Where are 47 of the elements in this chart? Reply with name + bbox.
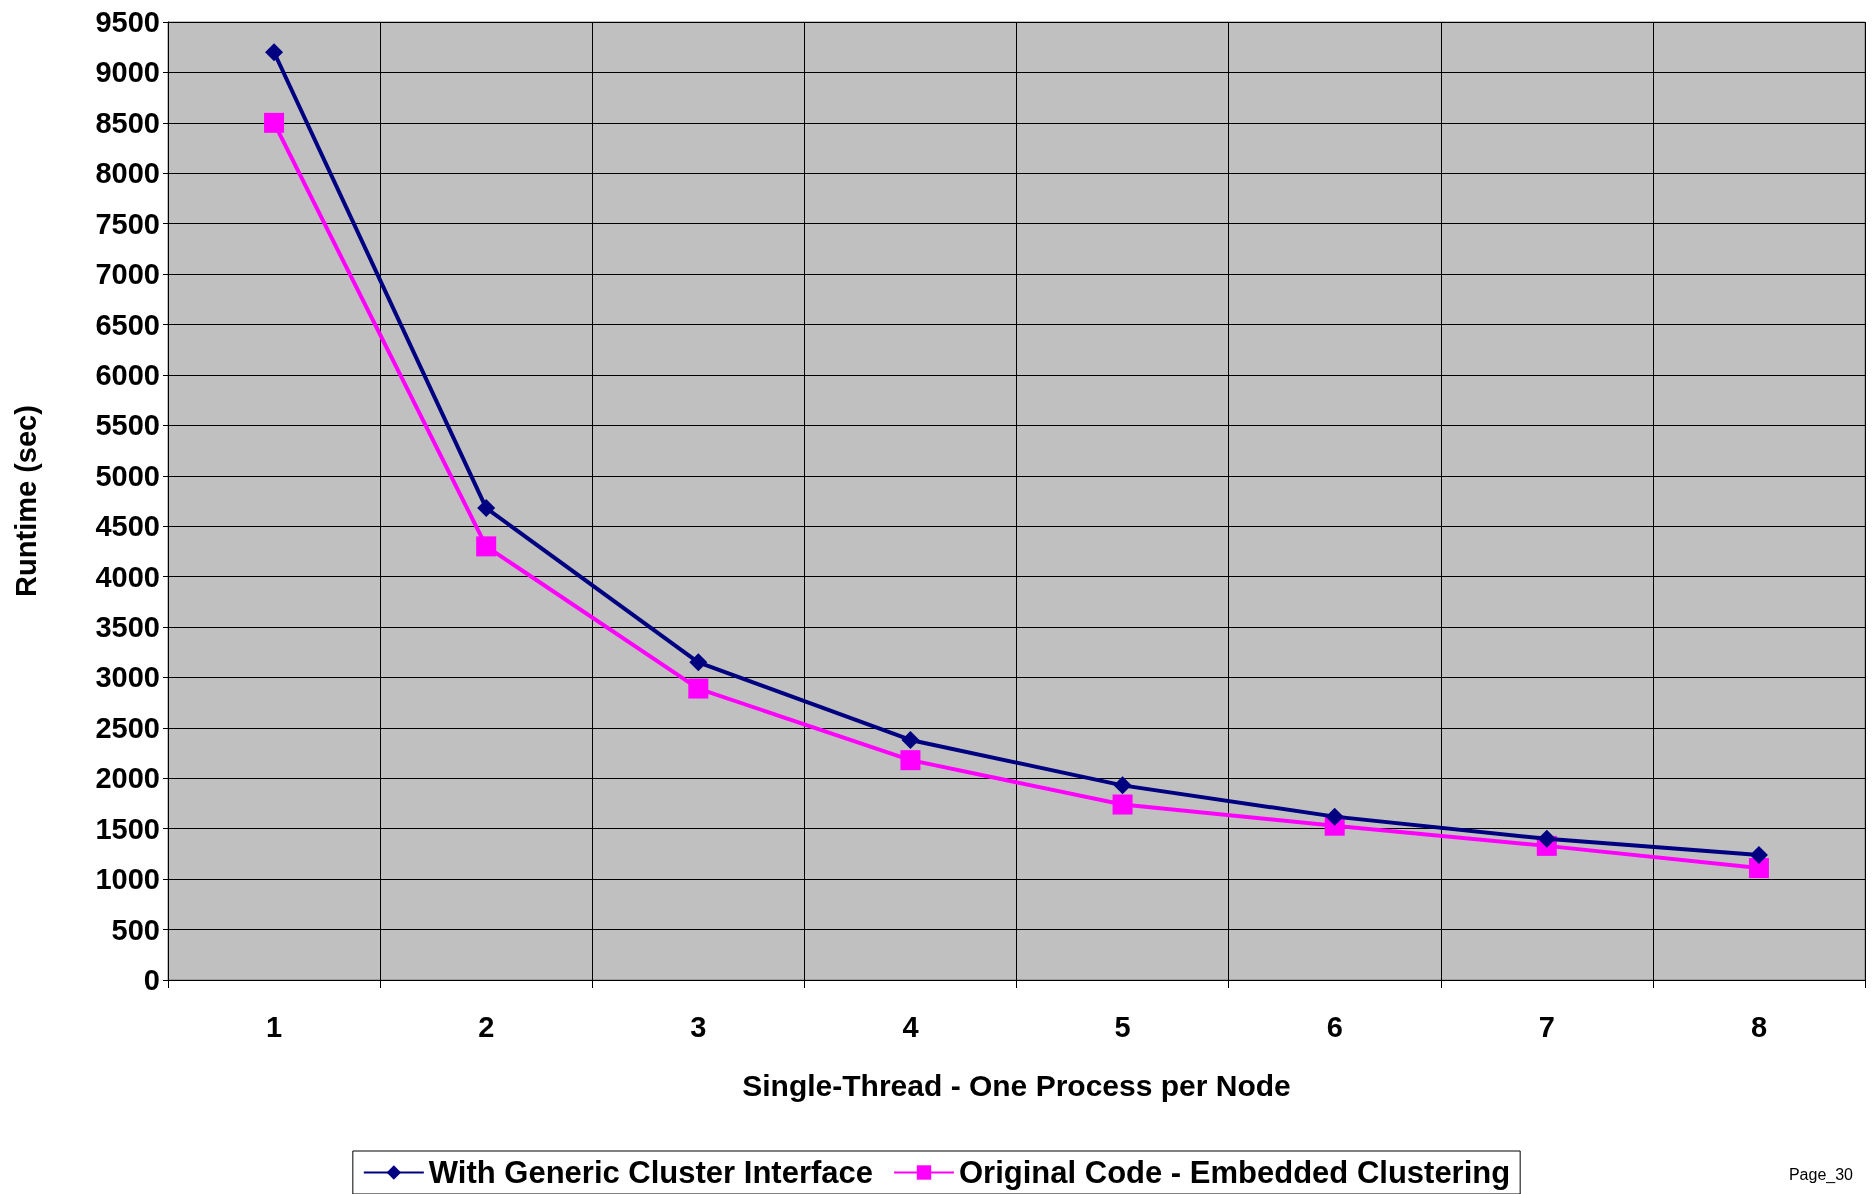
y-tick-label: 7000 [95, 258, 160, 291]
y-tick-label: 5500 [95, 409, 160, 442]
point [901, 731, 920, 749]
y-tick-label: 7500 [95, 207, 160, 240]
x-tick-label: 5 [1114, 1010, 1131, 1043]
y-axis-title: Runtime (sec) [9, 405, 42, 597]
point [1325, 807, 1344, 826]
text: Page_30 [1788, 1165, 1854, 1184]
y-tick-label: 4500 [95, 510, 160, 543]
point [477, 499, 496, 518]
point [1537, 829, 1556, 848]
x-tick-label: 7 [1538, 1010, 1555, 1043]
point [1112, 794, 1133, 815]
x-tick-label: 1 [265, 1010, 283, 1043]
y-tick-label: 8000 [95, 157, 160, 190]
point [264, 112, 285, 133]
y-tick-label: 1000 [95, 863, 160, 896]
x-tick-label: 6 [1326, 1010, 1343, 1043]
y-tick-label: 6000 [95, 358, 160, 391]
y-tick-label: 2000 [95, 762, 160, 795]
y-tick-label: 2500 [95, 711, 160, 744]
point [1749, 845, 1768, 864]
y-tick-label: 9000 [95, 56, 160, 89]
x-tick-label: 8 [1750, 1010, 1768, 1043]
y-tick-label: 3000 [95, 661, 160, 694]
point [900, 750, 921, 771]
y-tick-label: 4000 [95, 560, 160, 593]
point [688, 678, 709, 699]
y-tick-label: 5000 [95, 459, 160, 492]
x-axis-title: Single-Thread - One Process per Node [742, 1068, 1291, 1102]
point [689, 653, 708, 672]
point [265, 43, 284, 62]
y-tick-label: 8500 [95, 106, 160, 139]
legend-label: Original Code - Embedded Clustering [959, 1155, 1511, 1190]
y-tick-label: 6500 [95, 308, 160, 341]
x-tick-label: 3 [690, 1010, 707, 1043]
y-tick-label: 0 [143, 964, 160, 996]
y-tick-label: 500 [111, 913, 160, 946]
y-tick-label: 1500 [95, 812, 160, 845]
x-tick-label: 4 [902, 1010, 919, 1043]
point [1748, 858, 1769, 879]
legend-label: With Generic Cluster Interface [428, 1155, 874, 1190]
x-tick-label: 2 [478, 1010, 495, 1043]
point [476, 536, 497, 557]
point [1113, 776, 1132, 795]
y-tick-label: 3500 [95, 611, 160, 644]
y-tick-label: 9500 [95, 6, 160, 38]
